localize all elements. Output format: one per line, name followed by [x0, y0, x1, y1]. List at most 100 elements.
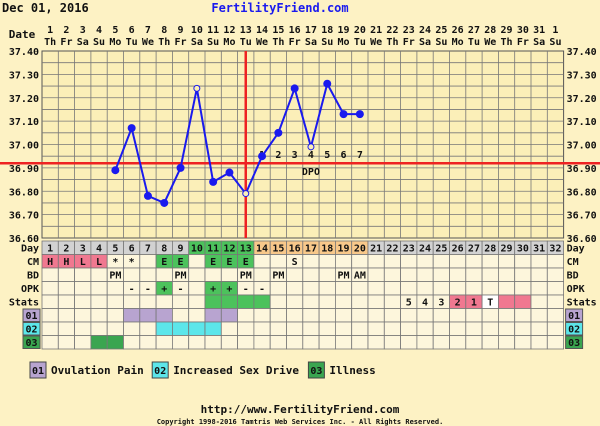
weekday-label: Sa	[419, 37, 431, 48]
temperature-point-open	[307, 143, 315, 151]
opk-cell	[514, 281, 532, 296]
weekday-label: Fr	[60, 37, 72, 48]
opk-cell	[351, 281, 369, 296]
date-label: 20	[354, 25, 366, 36]
cm-row-label-right: CM	[567, 257, 579, 268]
weekday-label: Fr	[289, 37, 301, 48]
temperature-point	[160, 198, 169, 207]
bd-value: PM	[272, 271, 284, 282]
bd-cell	[400, 267, 418, 282]
custom-row-cell	[237, 321, 255, 336]
temperature-point	[225, 168, 234, 177]
cm-value: *	[112, 257, 118, 268]
custom-row-cell	[269, 335, 287, 350]
custom-row-code: 01	[25, 311, 37, 322]
day-number: 30	[517, 244, 529, 255]
custom-row-cell	[400, 321, 418, 336]
dpo-label: 2	[275, 150, 281, 161]
weekday-label: Tu	[468, 37, 480, 48]
cm-cell	[400, 254, 418, 269]
opk-cell	[497, 281, 516, 296]
custom-row-cell	[204, 308, 222, 323]
custom-row-cell	[334, 321, 353, 336]
date-label: 16	[289, 25, 301, 36]
y-tick-right: 37.40	[567, 47, 597, 58]
date-label: 4	[96, 25, 102, 36]
y-tick-right: 37.10	[567, 117, 597, 128]
stats-value: 5	[406, 298, 412, 309]
temperature-point	[209, 177, 218, 186]
temperature-point	[355, 110, 364, 119]
opk-cell	[481, 281, 499, 296]
day-number: 25	[435, 244, 447, 255]
cm-value: H	[47, 257, 53, 268]
date-label: 7	[145, 25, 151, 36]
temperature-point	[290, 84, 299, 93]
custom-row-cell	[318, 335, 336, 350]
bd-cell	[220, 267, 239, 282]
bd-cell	[286, 267, 304, 282]
day-number: 14	[256, 244, 268, 255]
footer-url[interactable]: http://www.FertilityFriend.com	[201, 403, 400, 416]
custom-row-cell	[449, 321, 467, 336]
opk-value: +	[161, 284, 167, 295]
dpo-label: 5	[324, 150, 330, 161]
day-number: 31	[533, 244, 545, 255]
date-label: 17	[305, 25, 317, 36]
custom-row-cell	[530, 335, 548, 350]
legend-code: 01	[32, 366, 44, 377]
custom-row-cell	[302, 335, 320, 350]
opk-cell	[318, 281, 336, 296]
temperature-point	[274, 128, 283, 137]
custom-row-cell	[383, 308, 401, 323]
cm-cell	[514, 254, 532, 269]
custom-row-cell	[204, 321, 222, 336]
custom-row-cell	[41, 308, 59, 323]
custom-row-cell	[530, 321, 548, 336]
opk-cell	[416, 281, 434, 296]
bd-cell	[449, 267, 467, 282]
weekday-label: Su	[549, 37, 561, 48]
opk-cell	[530, 281, 548, 296]
date-label: 18	[321, 25, 333, 36]
day-number: 7	[145, 244, 151, 255]
custom-row-cell	[481, 308, 499, 323]
cm-cell	[269, 254, 287, 269]
day-number: 18	[321, 244, 333, 255]
opk-cell	[383, 281, 401, 296]
custom-row-cell	[269, 308, 287, 323]
weekday-label: Su	[93, 37, 105, 48]
custom-row-cell	[286, 308, 304, 323]
weekday-label: Th	[158, 37, 170, 48]
date-label: 1	[47, 25, 53, 36]
custom-row-cell	[286, 335, 304, 350]
custom-row-cell	[465, 335, 483, 350]
site-title[interactable]: FertilityFriend.com	[211, 1, 348, 15]
cm-value: E	[178, 257, 184, 268]
day-number: 5	[112, 244, 118, 255]
dpo-title: DPO	[302, 167, 320, 178]
y-tick-right: 37.00	[567, 141, 597, 152]
custom-row-cell	[106, 321, 124, 336]
custom-row-code: 03	[568, 338, 580, 349]
custom-row-cell	[546, 308, 564, 323]
stats-value: T	[487, 298, 493, 309]
custom-row-cell	[465, 308, 483, 323]
day-number: 16	[289, 244, 301, 255]
stats-row-label-left: Stats	[9, 298, 39, 309]
custom-row-cell	[74, 321, 92, 336]
opk-cell	[74, 281, 92, 296]
opk-cell	[57, 281, 75, 296]
bd-cell	[367, 267, 385, 282]
custom-row-cell	[432, 335, 450, 350]
date-label: 3	[80, 25, 86, 36]
y-tick-left: 37.40	[9, 47, 39, 58]
opk-cell	[41, 281, 59, 296]
weekday-label: Sa	[533, 37, 545, 48]
date-label: 14	[256, 25, 268, 36]
bd-cell	[514, 267, 532, 282]
custom-row-cell	[351, 335, 369, 350]
custom-row-cell	[432, 308, 450, 323]
custom-row-cell	[497, 335, 516, 350]
custom-row-cell	[171, 308, 190, 323]
